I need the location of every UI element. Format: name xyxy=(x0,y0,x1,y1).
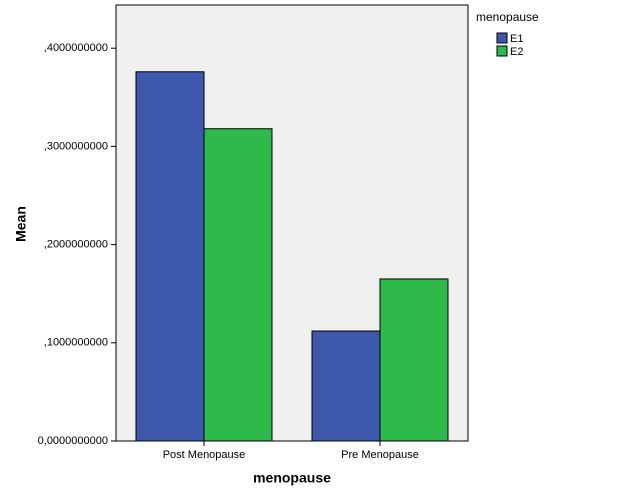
y-tick-label: ,1000000000 xyxy=(44,337,108,349)
y-tick-label: ,3000000000 xyxy=(44,140,108,152)
x-axis-label: menopause xyxy=(253,470,331,486)
y-tick-label: ,2000000000 xyxy=(44,239,108,251)
bar xyxy=(311,330,381,442)
y-axis-label: Mean xyxy=(13,206,29,242)
legend-title: menopause xyxy=(476,10,539,24)
bar xyxy=(203,128,273,442)
legend-label: E1 xyxy=(510,33,523,45)
legend-swatch xyxy=(496,45,508,57)
x-tick-label: Post Menopause xyxy=(163,449,246,461)
bar xyxy=(135,71,205,442)
legend-label: E2 xyxy=(510,46,523,58)
y-tick-label: ,4000000000 xyxy=(44,42,108,54)
x-tick-label: Pre Menopause xyxy=(341,449,419,461)
bar xyxy=(379,278,449,442)
legend-swatch xyxy=(496,32,508,44)
y-tick-label: 0,0000000000 xyxy=(38,435,108,447)
